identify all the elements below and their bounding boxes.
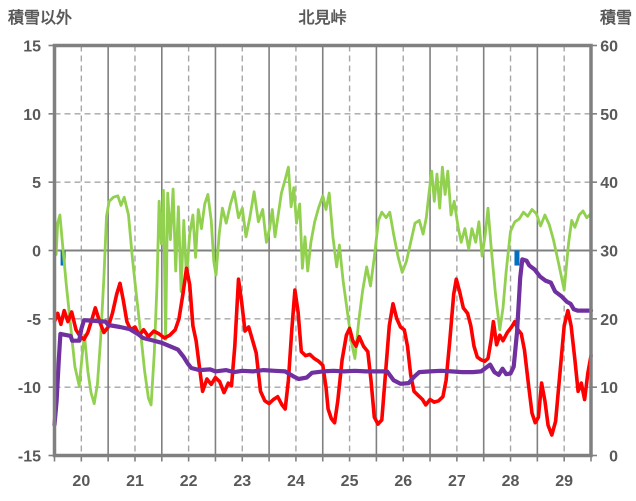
x-axis-label: 23: [233, 473, 251, 490]
x-axis-label: 26: [394, 473, 412, 490]
right-axis-label: 20: [600, 312, 618, 329]
x-axis-label: 24: [287, 473, 305, 490]
right-axis-label: 40: [600, 175, 618, 192]
x-axis-label: 29: [555, 473, 573, 490]
x-axis-label: 22: [180, 473, 198, 490]
left-axis-label: 0: [32, 244, 41, 261]
series_green-line: [53, 165, 593, 407]
chart-title: 北見峠: [298, 10, 347, 27]
right-axis-label: 30: [600, 244, 618, 261]
x-axis-label: 27: [448, 473, 466, 490]
left-axis-label: 5: [32, 175, 41, 192]
x-axis-label: 20: [72, 473, 90, 490]
x-axis-label: 28: [502, 473, 520, 490]
left-axis-label: 10: [23, 107, 41, 124]
series_purple-line: [52, 257, 594, 427]
snowfall-bar: [514, 250, 520, 266]
series_red-line: [52, 266, 593, 437]
right-axis-label: 60: [600, 39, 618, 56]
left-axis-label: 15: [23, 39, 41, 56]
right-axis-label: 10: [600, 380, 618, 397]
right-axis-label: 50: [600, 107, 618, 124]
left-axis-label: -5: [27, 312, 41, 329]
right-axis-title: 積雪: [599, 10, 632, 27]
x-axis-label: 25: [341, 473, 359, 490]
left-axis-title: 積雪以外: [8, 10, 73, 27]
left-axis-label: -15: [18, 449, 41, 466]
left-axis-label: -10: [18, 380, 41, 397]
right-axis-label: 0: [609, 449, 618, 466]
x-axis-label: 21: [126, 473, 144, 490]
